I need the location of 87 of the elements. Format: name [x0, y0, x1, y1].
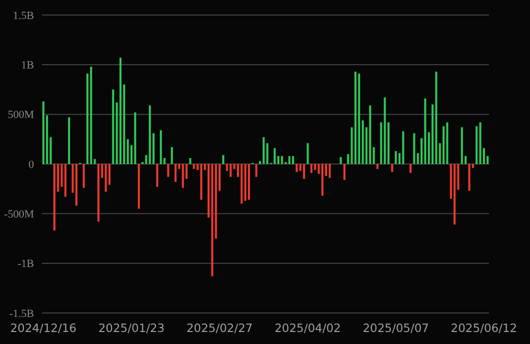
x-tick-label: 2024/12/16 — [10, 321, 77, 335]
bar — [362, 120, 364, 164]
bar — [90, 66, 92, 164]
bar — [192, 164, 195, 169]
bar — [64, 164, 66, 197]
bar — [306, 143, 309, 164]
bar — [97, 164, 100, 222]
bar — [208, 164, 210, 218]
bar — [468, 164, 470, 191]
bar — [292, 156, 294, 164]
x-tick-label: 2025/06/12 — [450, 321, 518, 335]
x-tick-label: 2025/05/07 — [362, 321, 429, 335]
bar — [303, 164, 306, 179]
bar — [167, 164, 170, 177]
bar — [402, 131, 404, 164]
bar — [274, 148, 276, 164]
bar — [321, 164, 324, 196]
bar — [53, 164, 56, 231]
bar — [174, 164, 177, 182]
bar — [222, 155, 224, 164]
bar — [75, 164, 78, 206]
bar — [460, 127, 463, 164]
y-tick-label: -1.5B — [9, 308, 34, 320]
bar — [182, 164, 184, 188]
bar — [94, 159, 96, 164]
bar — [145, 155, 148, 164]
bar — [104, 164, 107, 192]
bar — [156, 164, 158, 187]
bar — [372, 147, 375, 164]
bar — [112, 90, 114, 164]
y-tick-label: -1B — [18, 258, 34, 270]
bar — [384, 97, 386, 164]
bar — [318, 164, 320, 174]
bar — [358, 74, 360, 164]
bar — [296, 164, 298, 172]
bar — [134, 112, 136, 164]
bar — [479, 122, 482, 164]
bar — [391, 164, 394, 172]
bar — [200, 164, 202, 200]
bar — [424, 98, 426, 164]
bar — [138, 164, 140, 209]
bar — [442, 126, 445, 164]
bar — [281, 156, 284, 164]
y-tick-label: -500M — [4, 208, 34, 221]
bar — [343, 164, 346, 180]
x-tick-label: 2025/02/27 — [186, 321, 253, 335]
bar — [277, 156, 280, 164]
bar — [340, 157, 342, 164]
y-tick-label: 1.5B — [12, 10, 34, 22]
y-tick-label: 0 — [28, 158, 34, 171]
y-tick-label: 1B — [21, 60, 34, 72]
bar — [354, 72, 356, 164]
bar — [288, 156, 290, 164]
bar — [230, 164, 232, 177]
bar — [347, 154, 350, 164]
bar — [211, 164, 214, 276]
bar — [310, 164, 312, 173]
bar — [410, 164, 412, 173]
bar — [328, 164, 331, 178]
bar — [413, 133, 416, 164]
bar — [266, 143, 268, 164]
bar — [454, 164, 456, 225]
bar — [148, 105, 151, 164]
bar — [255, 164, 258, 177]
bar — [170, 147, 173, 164]
bar — [476, 126, 478, 164]
bar — [380, 122, 382, 164]
bar — [244, 164, 246, 201]
x-tick-label: 2025/01/23 — [98, 321, 165, 335]
bar — [369, 105, 372, 164]
bar — [435, 72, 438, 164]
bar — [240, 164, 243, 204]
bar — [82, 164, 85, 188]
x-tick-label: 2025/04/02 — [274, 321, 341, 335]
bar — [446, 122, 448, 164]
y-tick-label: 500M — [8, 109, 34, 122]
bar — [160, 130, 162, 164]
bar — [42, 101, 44, 164]
bar — [189, 158, 192, 164]
bar — [314, 164, 316, 170]
bar — [248, 164, 250, 200]
bar — [119, 58, 122, 164]
bar — [394, 151, 397, 164]
bar — [376, 164, 378, 169]
bar — [68, 117, 70, 164]
bar — [262, 137, 265, 164]
bar — [126, 139, 129, 164]
